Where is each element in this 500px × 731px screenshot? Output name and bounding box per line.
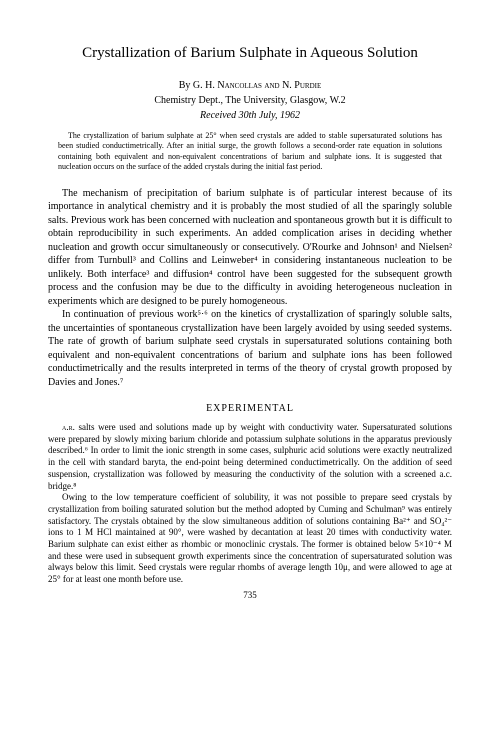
received-date: Received 30th July, 1962	[48, 110, 452, 121]
section-heading-experimental: EXPERIMENTAL	[48, 403, 452, 414]
author-names: G. H. Nancollas and N. Purdie	[193, 80, 321, 91]
byline: By G. H. Nancollas and N. Purdie	[48, 80, 452, 91]
experimental-paragraph-1: a.r. salts were used and solutions made …	[48, 422, 452, 492]
abstract-block: The crystallization of barium sulphate a…	[48, 131, 452, 173]
body-paragraph-2: In continuation of previous work⁵⋅⁶ on t…	[48, 308, 452, 389]
byline-prefix: By	[179, 80, 193, 91]
exp-lead-smallcaps: a.r.	[62, 422, 75, 432]
affiliation: Chemistry Dept., The University, Glasgow…	[48, 95, 452, 106]
page-number: 735	[48, 590, 452, 600]
body-paragraph-1: The mechanism of precipitation of barium…	[48, 187, 452, 309]
paper-title: Crystallization of Barium Sulphate in Aq…	[48, 45, 452, 62]
exp-text-1: salts were used and solutions made up by…	[48, 422, 452, 490]
abstract-text: The crystallization of barium sulphate a…	[58, 131, 442, 173]
experimental-paragraph-2: Owing to the low temperature coefficient…	[48, 492, 452, 586]
paper-page: Crystallization of Barium Sulphate in Aq…	[0, 0, 500, 620]
